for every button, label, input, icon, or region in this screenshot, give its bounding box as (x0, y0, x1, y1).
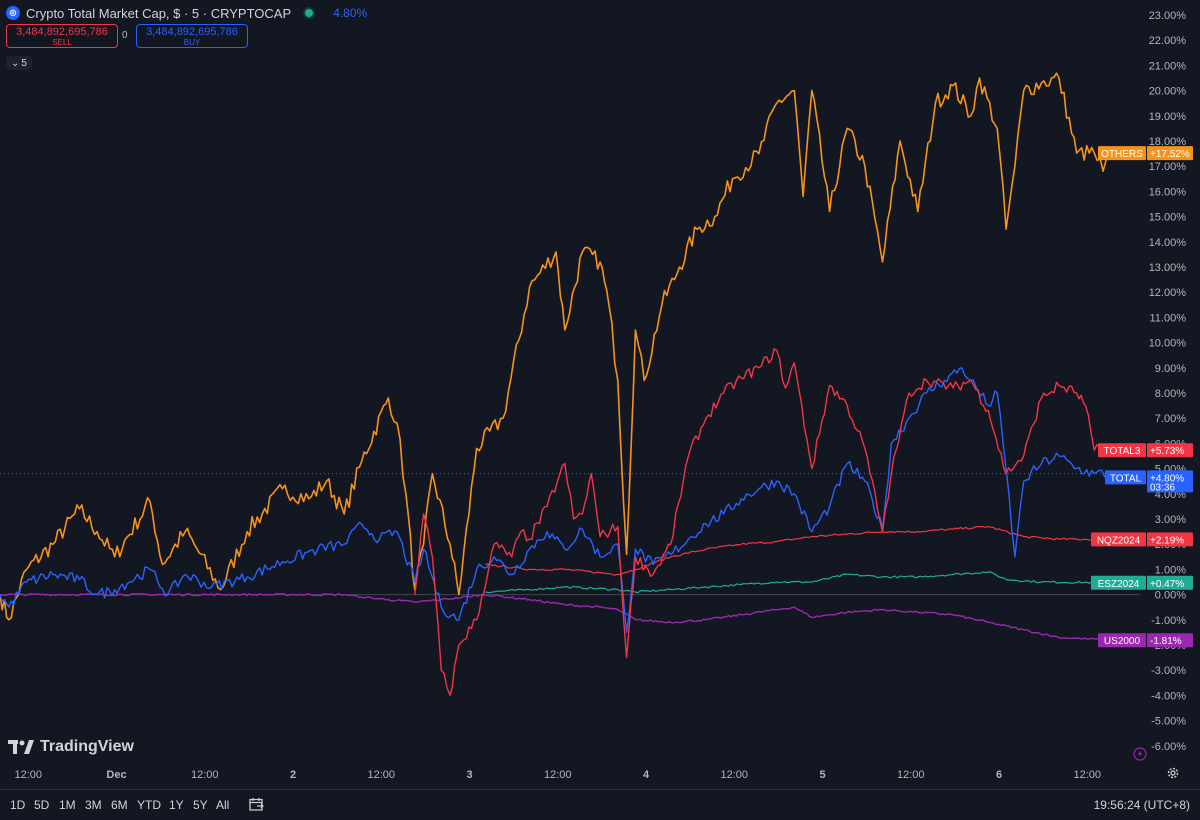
x-tick-label: 12:00 (720, 769, 748, 781)
series-name: ESZ2024 (1098, 579, 1140, 590)
y-tick-label: -5.00% (1151, 716, 1186, 728)
alert-icon[interactable] (1133, 747, 1147, 761)
y-tick-label: 23.00% (1149, 10, 1187, 22)
buy-label: BUY (183, 38, 201, 47)
timeframe-ytd[interactable]: YTD (137, 798, 161, 812)
timeframe-1m[interactable]: 1M (59, 798, 76, 812)
x-tick-label: 2 (290, 769, 296, 781)
series-name: OTHERS (1101, 149, 1143, 160)
y-tick-label: 17.00% (1149, 161, 1187, 173)
sell-price: 3,484,892,695,786 (16, 26, 108, 38)
tradingview-logo-icon (8, 740, 34, 754)
x-tick-label: 12:00 (14, 769, 42, 781)
crypto-cap-icon: ◎ (6, 6, 20, 20)
buy-button[interactable]: 3,484,892,695,786 BUY (136, 24, 248, 48)
y-tick-label: 21.00% (1149, 60, 1187, 72)
sell-button[interactable]: 3,484,892,695,786 SELL (6, 24, 118, 48)
series-label-esz2024: ESZ2024 +0.47% (1091, 575, 1193, 590)
x-tick-label: 12:00 (367, 769, 395, 781)
timeframe-6m[interactable]: 6M (111, 798, 128, 812)
y-tick-label: 14.00% (1149, 237, 1187, 249)
y-tick-label: -6.00% (1151, 741, 1186, 753)
x-tick-label: 4 (643, 769, 650, 781)
series-name: TOTAL3 (1104, 446, 1141, 457)
timeframe-1d[interactable]: 1D (10, 798, 26, 812)
series-line-nqz2024 (485, 525, 1113, 576)
spread-value: 0 (122, 30, 128, 41)
series-name: TOTAL (1110, 473, 1142, 484)
x-tick-label: 6 (996, 769, 1002, 781)
series-value: +17.52% (1150, 149, 1190, 160)
symbol-title[interactable]: Crypto Total Market Cap, $ · 5 · CRYPTOC… (26, 5, 292, 21)
x-tick-label: 3 (466, 769, 472, 781)
x-tick-label: 12:00 (191, 769, 219, 781)
legend-change: 4.80% (333, 6, 368, 20)
market-status-icon (303, 7, 316, 19)
timeframe-3m[interactable]: 3M (85, 798, 102, 812)
price-chart[interactable]: 23.00%22.00%21.00%20.00%19.00%18.00%17.0… (0, 0, 1200, 789)
tradingview-logo[interactable]: TradingView (8, 738, 134, 756)
y-tick-label: 1.00% (1155, 564, 1186, 576)
y-tick-label: 20.00% (1149, 86, 1187, 98)
chart-legend: ◎ Crypto Total Market Cap, $ · 5 · CRYPT… (6, 2, 367, 24)
series-value: -1.81% (1150, 636, 1182, 647)
series-label-total: TOTAL +4.80%03:36 (1105, 470, 1193, 493)
x-tick-label: 12:00 (544, 769, 572, 781)
series-value: +2.19% (1150, 535, 1184, 546)
y-tick-label: 9.00% (1155, 363, 1186, 375)
bottom-toolbar: 1D 5D 1M 3M 6M YTD 1Y 5Y All 19:56:24 (UTC+8) (0, 789, 1200, 820)
y-tick-label: 13.00% (1149, 262, 1187, 274)
series-value: +5.73% (1150, 446, 1184, 457)
y-tick-label: -4.00% (1151, 690, 1186, 702)
clock[interactable]: 19:56:24 (UTC+8) (1093, 798, 1190, 812)
series-line-us2000 (0, 592, 1113, 642)
x-tick-label: 5 (819, 769, 825, 781)
y-tick-label: 10.00% (1149, 338, 1187, 350)
series-line-esz2024 (485, 571, 1112, 594)
series-line-total (0, 367, 1113, 634)
series-label-us2000: US2000 -1.81% (1098, 633, 1193, 648)
y-tick-label: 22.00% (1149, 35, 1187, 47)
timeframe-1y[interactable]: 1Y (169, 798, 184, 812)
interval-value: 5 (21, 57, 27, 69)
sell-label: SELL (52, 38, 72, 47)
x-tick-label: Dec (106, 769, 126, 781)
gear-icon[interactable] (1166, 766, 1180, 780)
series-value: +0.47% (1150, 579, 1184, 590)
timeframe-5d[interactable]: 5D (34, 798, 50, 812)
buy-price: 3,484,892,695,786 (146, 26, 238, 38)
y-tick-label: 8.00% (1155, 388, 1186, 400)
series-label-nqz2024: NQZ2024 +2.19% (1091, 532, 1193, 547)
y-tick-label: 7.00% (1155, 413, 1186, 425)
y-tick-label: 0.00% (1155, 590, 1186, 602)
y-tick-label: -3.00% (1151, 665, 1186, 677)
series-name: NQZ2024 (1097, 535, 1141, 546)
series-line-others (0, 72, 1113, 621)
series-label-total3: TOTAL3 +5.73% (1098, 443, 1193, 458)
series-value: +4.80% (1150, 473, 1184, 484)
y-tick-label: 16.00% (1149, 186, 1187, 198)
calendar-icon[interactable] (249, 797, 264, 811)
logo-text: TradingView (40, 738, 134, 755)
series-label-others: OTHERS +17.52% (1098, 146, 1193, 161)
series-line-total3 (414, 348, 1113, 697)
timeframe-5y[interactable]: 5Y (193, 798, 208, 812)
x-tick-label: 12:00 (897, 769, 925, 781)
y-tick-label: -1.00% (1151, 615, 1186, 627)
y-tick-label: 11.00% (1150, 312, 1187, 324)
y-tick-label: 12.00% (1149, 287, 1187, 299)
countdown: 03:36 (1150, 482, 1175, 493)
chevron-down-icon: ⌄ (11, 57, 20, 69)
series-name: US2000 (1104, 636, 1141, 647)
y-tick-label: 18.00% (1149, 136, 1187, 148)
y-tick-label: 3.00% (1155, 514, 1186, 526)
x-tick-label: 12:00 (1073, 769, 1101, 781)
y-tick-label: 19.00% (1149, 111, 1187, 123)
timeframe-all[interactable]: All (216, 798, 230, 812)
interval-toggle[interactable]: ⌄ 5 (6, 56, 32, 70)
y-tick-label: 15.00% (1149, 212, 1187, 224)
